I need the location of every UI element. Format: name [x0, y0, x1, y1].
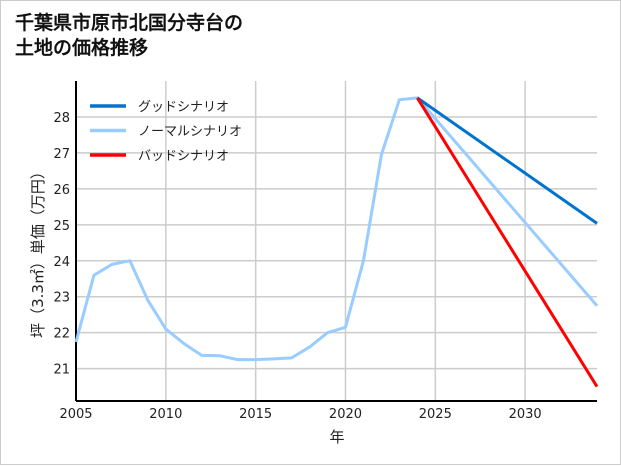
x-tick-label: 2025 — [419, 407, 452, 422]
x-tick-label: 2030 — [509, 407, 542, 422]
series-line-2 — [416, 97, 599, 388]
x-tick-label: 2010 — [149, 407, 182, 422]
title-line-1: 千葉県市原市北国分寺台の — [15, 12, 244, 34]
y-tick-label: 28 — [53, 111, 70, 126]
chart-title: 千葉県市原市北国分寺台の 土地の価格推移 — [15, 11, 243, 61]
y-tick-label: 27 — [53, 147, 70, 162]
y-tick-label: 21 — [53, 363, 70, 378]
x-axis-label: 年 — [329, 428, 344, 446]
x-tick-label: 2020 — [329, 407, 362, 422]
y-axis-label: 坪（3.3㎡）単価（万円） — [29, 164, 47, 338]
series-line-0 — [416, 96, 598, 225]
legend-label: ノーマルシナリオ — [138, 125, 242, 140]
x-tick-label: 2015 — [239, 407, 272, 422]
series-line-1 — [74, 96, 599, 362]
legend-label: バッドシナリオ — [138, 149, 229, 164]
y-tick-label: 23 — [53, 291, 70, 306]
x-tick-label: 2005 — [59, 407, 92, 422]
y-tick-label: 26 — [53, 183, 70, 198]
y-tick-label: 24 — [53, 255, 70, 270]
legend-label: グッドシナリオ — [138, 100, 229, 115]
y-tick-label: 22 — [53, 327, 70, 342]
title-line-2: 土地の価格推移 — [15, 37, 149, 59]
y-tick-label: 25 — [53, 219, 70, 234]
